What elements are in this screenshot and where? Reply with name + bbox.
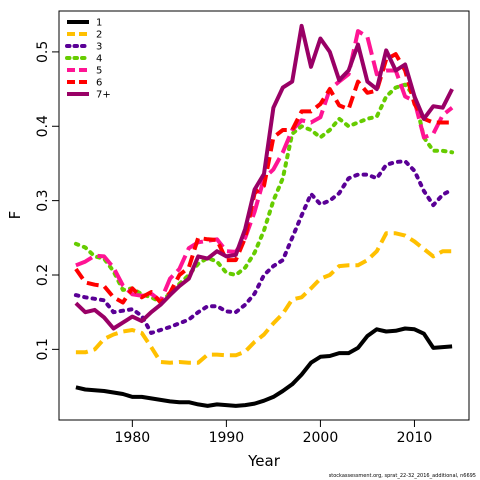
legend-label-4: 4 — [96, 54, 102, 65]
y-axis-title: F — [6, 211, 24, 220]
legend-label-7plus: 7+ — [96, 90, 111, 101]
x-tick-label: 1990 — [209, 430, 245, 446]
x-tick-label: 2010 — [397, 430, 433, 446]
plot-frame — [58, 10, 470, 421]
y-tick-label: 0.3 — [35, 189, 51, 211]
y-axis: 0.1 0.2 0.3 0.4 0.5 — [35, 41, 59, 360]
legend-label-1: 1 — [96, 18, 102, 29]
series-line-3 — [73, 159, 455, 335]
series-layer — [73, 23, 455, 408]
y-tick-label: 0.1 — [35, 338, 51, 360]
y-tick-label: 0.4 — [35, 115, 51, 137]
y-tick-label: 0.2 — [35, 264, 51, 286]
y-tick-label: 0.5 — [35, 41, 51, 63]
x-tick-label: 1980 — [115, 430, 151, 446]
legend-label-5: 5 — [96, 66, 102, 77]
series-line-2 — [75, 231, 453, 365]
legend-label-6: 6 — [96, 78, 102, 89]
series-line-6 — [74, 52, 453, 305]
x-axis: 1980 1990 2000 2010 — [115, 420, 433, 446]
footnote: stockassessment.org, sprat_22-32_2016_ad… — [329, 473, 476, 479]
x-tick-label: 2000 — [303, 430, 339, 446]
legend-label-2: 2 — [96, 30, 102, 41]
legend-label-3: 3 — [96, 42, 102, 53]
series-line-1 — [75, 326, 453, 408]
series-line-7plus — [74, 23, 454, 331]
series-line-4 — [73, 82, 455, 304]
x-axis-title: Year — [247, 452, 281, 470]
